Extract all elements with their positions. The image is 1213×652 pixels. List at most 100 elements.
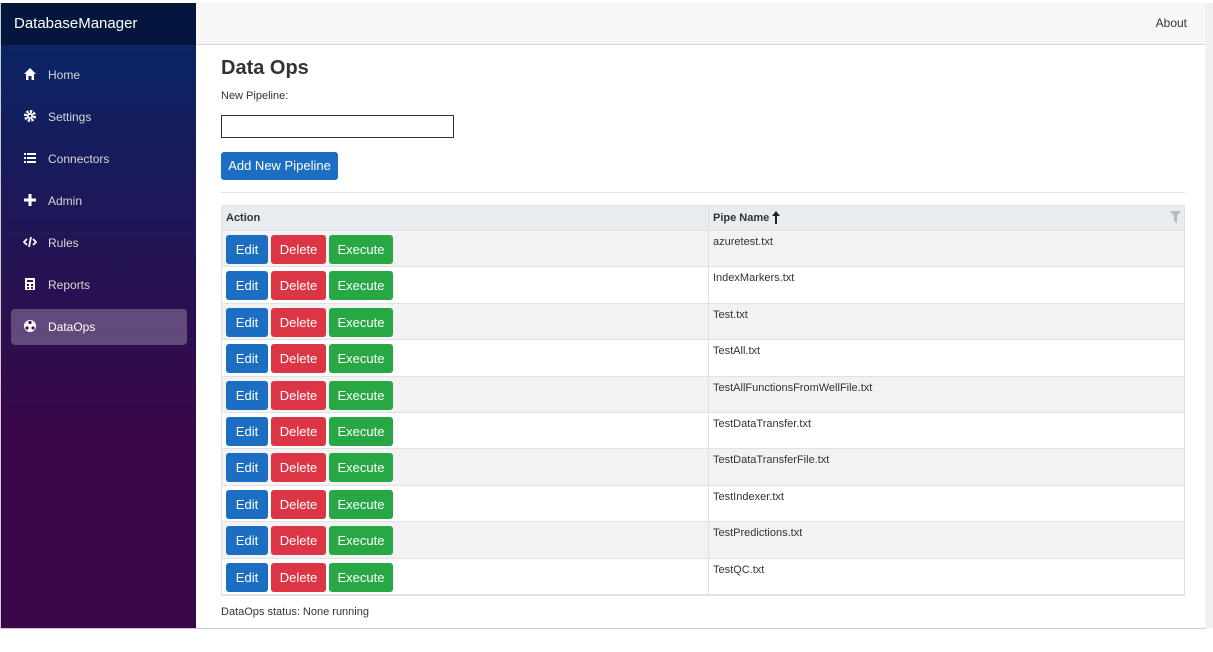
table-row: Edit Delete Execute TestAll.txt bbox=[222, 340, 1184, 377]
nav-item[interactable]: Connectors bbox=[11, 141, 187, 177]
header-cell[interactable]: Pipe Name bbox=[713, 212, 770, 224]
top-bar: About bbox=[196, 3, 1206, 45]
column-separator bbox=[708, 558, 709, 594]
action-button[interactable]: Edit bbox=[226, 271, 268, 301]
column-separator bbox=[708, 267, 709, 303]
column-separator bbox=[708, 485, 709, 522]
action-button[interactable]: Delete bbox=[271, 489, 326, 519]
action-button[interactable]: Execute bbox=[329, 489, 393, 519]
brand[interactable]: DatabaseManager bbox=[1, 3, 196, 45]
column-separator bbox=[708, 303, 709, 340]
action-button[interactable]: Execute bbox=[329, 526, 393, 556]
action-button[interactable]: Delete bbox=[271, 271, 326, 301]
sidebar: DatabaseManager Home Settings Connectors Ad… bbox=[1, 3, 196, 628]
pipe-name: TestDataTransferFile.txt bbox=[713, 454, 830, 467]
add-button[interactable]: Add New Pipeline bbox=[221, 152, 338, 180]
nav-label: Admin bbox=[48, 194, 83, 208]
column-separator bbox=[708, 376, 709, 412]
nav-icon bbox=[24, 68, 36, 80]
action-button[interactable]: Edit bbox=[226, 453, 268, 483]
column-separator bbox=[708, 231, 709, 267]
table-row: Edit Delete Execute azuretest.txt bbox=[222, 231, 1184, 268]
about-link[interactable]: About bbox=[1155, 16, 1187, 30]
nav-icon bbox=[24, 153, 36, 163]
action-button[interactable]: Edit bbox=[226, 235, 268, 264]
pipe-name: TestDataTransfer.txt bbox=[713, 417, 812, 430]
action-button[interactable]: Delete bbox=[271, 307, 326, 337]
column-separator bbox=[708, 522, 709, 558]
nav-label: DataOps bbox=[48, 320, 96, 334]
divider bbox=[221, 192, 1185, 193]
nav-item[interactable]: Rules bbox=[11, 225, 187, 261]
table-row: Edit Delete Execute TestQC.txt bbox=[222, 558, 1184, 595]
table-row: Edit Delete Execute Test.txt bbox=[222, 303, 1184, 341]
nav-item[interactable]: Home bbox=[11, 57, 187, 93]
sort-icon[interactable] bbox=[772, 211, 780, 224]
page-title: Data Ops bbox=[221, 57, 309, 79]
table-header: Action Pipe Name bbox=[222, 206, 1184, 231]
pipe-name: TestPredictions.txt bbox=[713, 527, 803, 540]
filter-icon[interactable] bbox=[1170, 211, 1181, 223]
nav-label: Connectors bbox=[48, 152, 110, 166]
action-button[interactable]: Execute bbox=[329, 453, 393, 483]
action-button[interactable]: Execute bbox=[329, 271, 393, 301]
table-row: Edit Delete Execute IndexMarkers.txt bbox=[222, 267, 1184, 304]
action-button[interactable]: Execute bbox=[329, 380, 393, 410]
nav-icon bbox=[25, 278, 35, 290]
nav-item[interactable]: Settings bbox=[11, 99, 187, 135]
action-button[interactable]: Delete bbox=[271, 380, 326, 410]
nav-label: Settings bbox=[48, 110, 92, 124]
nav-label: Reports bbox=[48, 278, 91, 292]
nav-item[interactable]: Reports bbox=[11, 267, 187, 303]
status: DataOps status: None running bbox=[221, 606, 369, 618]
pipe-name: Test.txt bbox=[713, 308, 748, 321]
action-button[interactable]: Execute bbox=[329, 235, 393, 264]
action-button[interactable]: Delete bbox=[271, 526, 326, 556]
nav-label: Home bbox=[48, 68, 81, 82]
header-cell[interactable]: Action bbox=[226, 212, 261, 224]
table-row: Edit Delete Execute TestIndexer.txt bbox=[222, 485, 1184, 523]
table-row: Edit Delete Execute TestAllFunctionsFromWel… bbox=[222, 376, 1184, 413]
nav-icon bbox=[23, 236, 37, 248]
action-button[interactable]: Edit bbox=[226, 416, 268, 446]
pipe-name: TestIndexer.txt bbox=[713, 490, 784, 503]
nav-item[interactable]: Admin bbox=[11, 183, 187, 219]
nav-icon bbox=[24, 110, 36, 122]
input-label: New Pipeline: bbox=[221, 90, 289, 102]
action-button[interactable]: Delete bbox=[271, 562, 326, 592]
column-separator bbox=[708, 412, 709, 449]
pipe-name: TestAllFunctionsFromWellFile.txt bbox=[713, 381, 873, 394]
nav-icon bbox=[24, 320, 36, 332]
nav-label: Rules bbox=[48, 236, 79, 250]
column-separator bbox=[708, 340, 709, 376]
pipe-name: TestAll.txt bbox=[713, 345, 761, 358]
action-button[interactable]: Edit bbox=[226, 526, 268, 556]
action-button[interactable]: Edit bbox=[226, 380, 268, 410]
action-button[interactable]: Execute bbox=[329, 344, 393, 374]
pipe-name: TestQC.txt bbox=[713, 563, 765, 576]
scrollbar[interactable] bbox=[1205, 3, 1213, 628]
action-button[interactable]: Edit bbox=[226, 562, 268, 592]
table-row: Edit Delete Execute TestDataTransfer.txt bbox=[222, 412, 1184, 450]
action-button[interactable]: Execute bbox=[329, 416, 393, 446]
action-button[interactable]: Delete bbox=[271, 235, 326, 264]
action-button[interactable]: Execute bbox=[329, 307, 393, 337]
action-button[interactable]: Delete bbox=[271, 416, 326, 446]
pipeline-input[interactable] bbox=[221, 115, 454, 138]
pipe-name: IndexMarkers.txt bbox=[713, 272, 795, 285]
table: Action Pipe Name Edit Delete Execute azuret… bbox=[221, 205, 1185, 596]
pipe-name: azuretest.txt bbox=[713, 236, 773, 248]
table-row: Edit Delete Execute TestPredictions.txt bbox=[222, 522, 1184, 559]
action-button[interactable]: Edit bbox=[226, 344, 268, 374]
table-row: Edit Delete Execute TestDataTransferFile.tx… bbox=[222, 449, 1184, 486]
action-button[interactable]: Delete bbox=[271, 344, 326, 374]
app: DatabaseManager Home Settings Connectors Ad… bbox=[0, 3, 1206, 629]
nav-icon bbox=[24, 194, 36, 206]
action-button[interactable]: Edit bbox=[226, 307, 268, 337]
action-button[interactable]: Edit bbox=[226, 489, 268, 519]
action-button[interactable]: Execute bbox=[329, 562, 393, 592]
column-separator bbox=[708, 449, 709, 485]
action-button[interactable]: Delete bbox=[271, 453, 326, 483]
nav-item[interactable]: DataOps bbox=[11, 309, 187, 345]
